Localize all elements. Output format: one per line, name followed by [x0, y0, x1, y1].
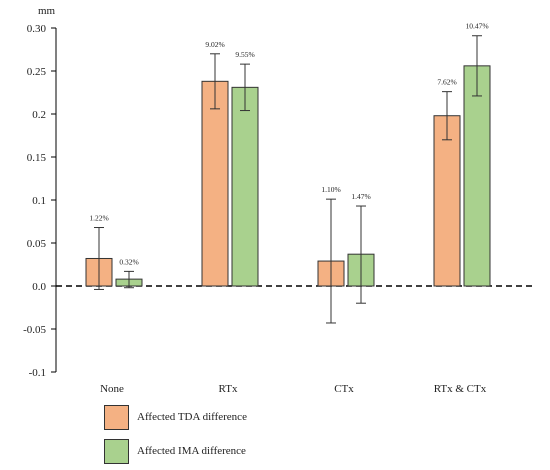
y-tick-label: 0.2	[32, 109, 46, 121]
legend-item-tda: Affected TDA difference	[104, 402, 247, 432]
data-label: 9.02%	[205, 40, 224, 49]
legend: Affected TDA difference Affected IMA dif…	[104, 402, 247, 470]
y-tick-label: -0.05	[23, 324, 46, 336]
y-tick-label: 0.0	[32, 281, 46, 293]
legend-swatch-ima	[104, 438, 129, 464]
bar	[433, 115, 461, 287]
y-axis-ticks: -0.1 -0.05 0.0 0.05 0.1 0.15 0.2 0.25 0.30	[23, 23, 56, 379]
data-label: 9.55%	[235, 50, 254, 59]
category-label: None	[100, 383, 124, 395]
data-label: 1.22%	[89, 214, 108, 223]
y-tick-label: 0.1	[32, 195, 46, 207]
bar	[231, 86, 259, 287]
data-label: 10.47%	[465, 22, 488, 31]
legend-label-tda: Affected TDA difference	[137, 411, 247, 423]
category-labels: None RTx CTx RTx & CTx	[100, 383, 487, 395]
y-tick-label: -0.1	[29, 367, 46, 379]
bar-chart: mm -0.1 -0.05 0.0 0.05 0.1 0.15 0.2 0.25 0.30 1.…	[23, 5, 535, 395]
legend-item-ima: Affected IMA difference	[104, 436, 247, 466]
bar-group: 1.22% 0.32% 9.02% 9.55% 1.10% 1.47% 7.62% 10.47…	[85, 22, 491, 324]
legend-swatch-tda	[104, 404, 129, 430]
category-label: CTx	[334, 383, 354, 395]
data-label: 0.32%	[119, 257, 138, 266]
legend-label-ima: Affected IMA difference	[137, 445, 246, 457]
bar	[463, 65, 491, 287]
data-label: 1.47%	[351, 192, 370, 201]
bar	[201, 80, 229, 287]
category-label: RTx & CTx	[434, 383, 487, 395]
y-tick-label: 0.25	[27, 66, 47, 78]
data-label: 1.10%	[321, 185, 340, 194]
y-tick-label: 0.30	[27, 23, 47, 35]
data-label: 7.62%	[437, 78, 456, 87]
y-tick-label: 0.05	[27, 238, 47, 250]
unit-label: mm	[38, 5, 56, 17]
y-tick-label: 0.15	[27, 152, 47, 164]
category-label: RTx	[219, 383, 238, 395]
